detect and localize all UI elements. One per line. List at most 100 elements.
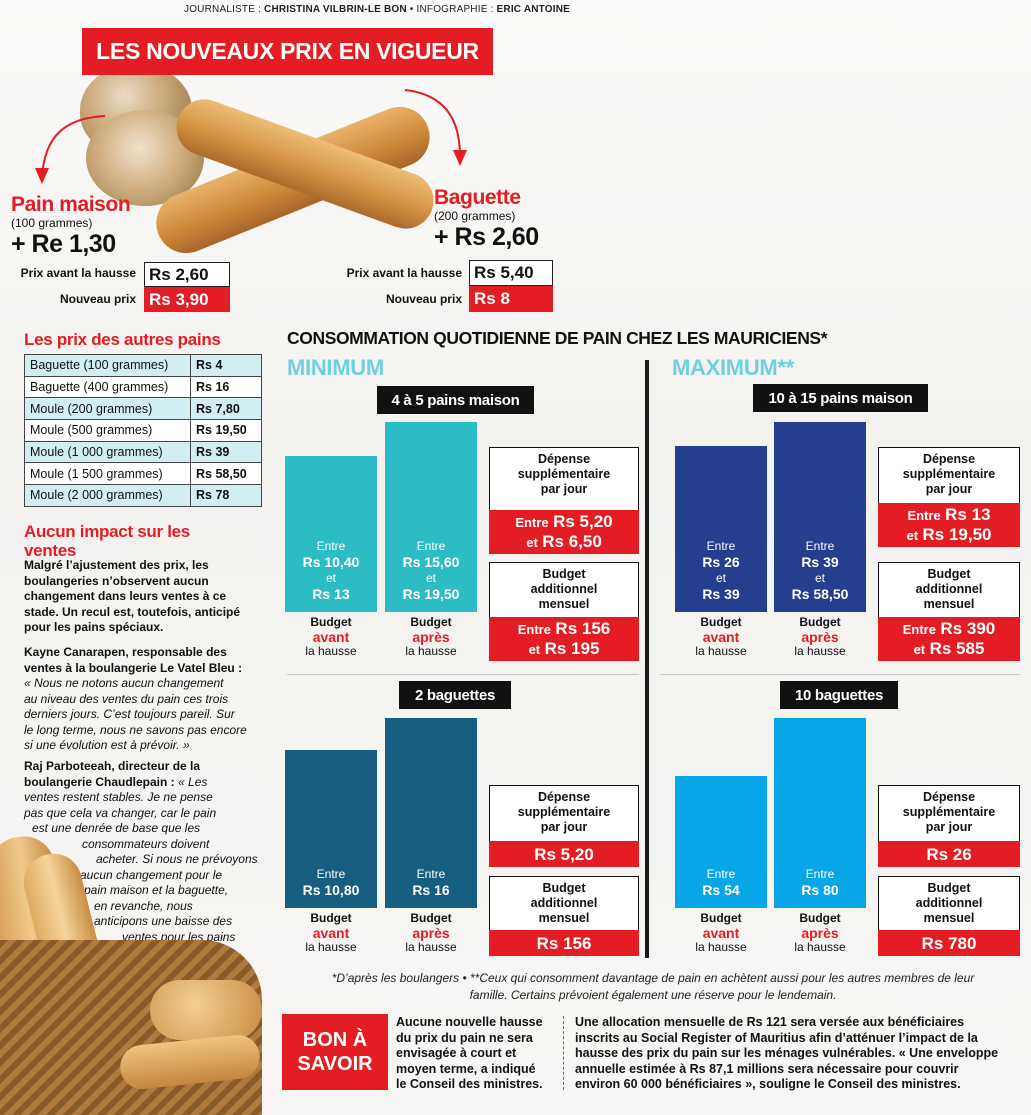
- price-row: Moule (200 grammes) Rs 7,80: [24, 397, 262, 421]
- daily-box-heading: Dépense supplémentaire par jour: [490, 448, 638, 497]
- bar-entre: Entre: [316, 539, 346, 553]
- impact-title: Aucun impact sur les ventes: [24, 522, 190, 560]
- bon-a-savoir-divider: [563, 1016, 564, 1090]
- daily-box-value: Entre Rs 5,20 et Rs 6,50: [489, 510, 639, 554]
- bar-caption-hausse: la hausse: [794, 644, 846, 658]
- price-row-value: Rs 19,50: [190, 419, 262, 442]
- daily-box-heading-line: Dépense: [922, 790, 976, 804]
- bar-caption-timing: après: [412, 628, 450, 645]
- monthly-box-low: Rs 390: [940, 619, 996, 638]
- bon-a-savoir-right-line: hausse des prix du pain sur les ménages …: [575, 1046, 999, 1060]
- monthly-box-heading-line: mensuel: [923, 911, 975, 925]
- monthly-box-entre: Entre: [517, 622, 551, 637]
- daily-box-heading-line: par jour: [540, 820, 588, 834]
- consumption-group-label: 10 baguettes: [780, 681, 898, 709]
- monthly-box-value-line2: et Rs 195: [529, 639, 600, 659]
- monthly-box-heading-line: mensuel: [538, 597, 590, 611]
- bon-a-savoir-left-line: du prix du pain ne sera: [396, 1030, 533, 1045]
- daily-box-heading-line: supplémentaire: [902, 467, 996, 481]
- monthly-box-value: Entre Rs 390 et Rs 585: [878, 617, 1020, 661]
- daily-box-heading-line: Dépense: [537, 452, 591, 466]
- bar-caption-budget: Budget: [700, 911, 742, 925]
- daily-box-high: Rs 19,50: [922, 525, 992, 544]
- price-row-value: Rs 4: [190, 354, 262, 377]
- daily-box-amount: Rs 5,20: [534, 844, 594, 864]
- bar-after-text: Entre Rs 16: [412, 866, 449, 898]
- price-row-name: Baguette (100 grammes): [24, 354, 191, 377]
- bon-a-savoir-left-text: Aucune nouvelle hausse du prix du pain ne…: [396, 1015, 560, 1093]
- bar-caption-hausse: la hausse: [305, 940, 357, 954]
- bar-caption: Budget avant la hausse: [281, 615, 381, 659]
- price-row-value: Rs 7,80: [190, 397, 262, 421]
- price-row-name: Moule (200 grammes): [24, 397, 191, 421]
- infographic-name: ERIC ANTOINE: [496, 4, 571, 15]
- baguette-new-label: Nouveau prix: [385, 292, 462, 306]
- pain-maison-weight: (100 grammes): [11, 216, 93, 230]
- bar-et: et: [325, 571, 336, 585]
- bar-after-text: Entre Rs 39 et Rs 58,50: [792, 538, 849, 602]
- maximum-heading: MAXIMUM**: [672, 355, 794, 380]
- price-row-name: Moule (1 500 grammes): [24, 462, 191, 486]
- monthly-box-heading: Budget additionnel mensuel: [879, 563, 1019, 612]
- daily-box: Dépense supplémentaire par jour Rs 5,20: [489, 785, 639, 867]
- bar-caption-budget: Budget: [700, 615, 742, 629]
- bar-caption-timing: avant: [312, 924, 350, 941]
- raj-quote: ventes restent stables. Je ne pense pas q…: [24, 790, 264, 961]
- monthly-box-amount: Rs 156: [536, 933, 592, 953]
- raj-quote-line: acheter. Si nous ne prévoyons: [96, 852, 258, 866]
- monthly-box: Budget additionnel mensuel Rs 780: [878, 876, 1020, 956]
- bon-a-savoir-right-line: inscrits au Social Register of Mauritius…: [575, 1030, 978, 1045]
- bar-after: Entre Rs 15,60 et Rs 19,50: [385, 422, 477, 612]
- daily-box-low: Rs 13: [945, 505, 991, 524]
- daily-box-value-line1: Entre Rs 5,20: [515, 512, 612, 532]
- price-row: Moule (1 000 grammes) Rs 39: [24, 440, 262, 464]
- bon-a-savoir-right-line: annuelle estimée à Rs 87,1 millions sera…: [575, 1061, 959, 1076]
- bon-a-savoir-left-line: moyen terme, a indiqué: [396, 1061, 536, 1076]
- kayne-attribution-line: ventes à la boulangerie Le Vatel Bleu :: [24, 660, 243, 675]
- monthly-box-heading-line: additionnel: [915, 896, 983, 910]
- monthly-box-heading-line: additionnel: [530, 896, 598, 910]
- bar-before-text: Entre Rs 10,40 et Rs 13: [303, 538, 360, 602]
- consumption-group-label: 4 à 5 pains maison: [377, 386, 534, 414]
- journalist-label: JOURNALISTE :: [184, 4, 265, 15]
- raj-quote-attribution: Raj Parboteeah, directeur de la boulange…: [24, 759, 264, 790]
- price-row: Baguette (400 grammes) Rs 16: [24, 375, 262, 399]
- baguette-increase: + Rs 2,60: [434, 223, 539, 251]
- bar-value-low: Rs 10,40: [302, 554, 360, 570]
- bar-after-text: Entre Rs 80: [801, 866, 838, 898]
- daily-box-value-line1: Entre Rs 13: [907, 505, 990, 525]
- monthly-box-entre: Entre: [902, 622, 936, 637]
- price-row: Moule (2 000 grammes) Rs 78: [24, 484, 262, 507]
- bar-after: Entre Rs 80: [774, 718, 866, 908]
- footnote: *D’après les boulangers • **Ceux qui con…: [298, 970, 1008, 1004]
- bar-before-text: Entre Rs 54: [702, 866, 739, 898]
- daily-box-heading-line: supplémentaire: [517, 805, 611, 819]
- bar-entre: Entre: [805, 539, 835, 553]
- monthly-box-high: Rs 195: [544, 639, 600, 658]
- monthly-box-value: Entre Rs 156 et Rs 195: [489, 617, 639, 661]
- monthly-box: Budget additionnel mensuel Entre Rs 156 et R…: [489, 562, 639, 661]
- bon-a-savoir-badge: BON À SAVOIR: [282, 1014, 388, 1090]
- daily-box-value: Rs 5,20: [489, 841, 639, 867]
- monthly-box-et: et: [528, 642, 541, 657]
- bar-caption-budget: Budget: [310, 615, 352, 629]
- bar-entre: Entre: [706, 539, 736, 553]
- bar-caption-budget: Budget: [310, 911, 352, 925]
- bar-caption-budget: Budget: [799, 615, 841, 629]
- bar-caption: Budget après la hausse: [381, 615, 481, 659]
- daily-box-heading-line: par jour: [925, 820, 973, 834]
- bar-caption-hausse: la hausse: [405, 940, 457, 954]
- pain-maison-before-price: Rs 2,60: [144, 262, 230, 287]
- bar-value-high: Rs 39: [702, 586, 740, 602]
- bar-caption-timing: avant: [702, 628, 740, 645]
- baguette-before-price: Rs 5,40: [469, 260, 553, 286]
- bar-before-text: Entre Rs 26 et Rs 39: [702, 538, 739, 602]
- bon-a-savoir-right-text: Une allocation mensuelle de Rs 121 sera …: [575, 1015, 1015, 1093]
- bar-value: Rs 16: [412, 882, 450, 898]
- bar-value-high: Rs 19,50: [402, 586, 460, 602]
- bon-a-savoir-right-line: environ 60 000 bénéficiaires », souligne…: [575, 1077, 961, 1091]
- footnote-line2: famille. Certains prévoient également un…: [469, 988, 837, 1002]
- bon-a-savoir-left-line: envisagée à court et: [396, 1046, 517, 1060]
- monthly-box-et: et: [913, 642, 926, 657]
- credits-line: JOURNALISTE : CHRISTINA VILBRIN-LE BON •…: [184, 4, 570, 15]
